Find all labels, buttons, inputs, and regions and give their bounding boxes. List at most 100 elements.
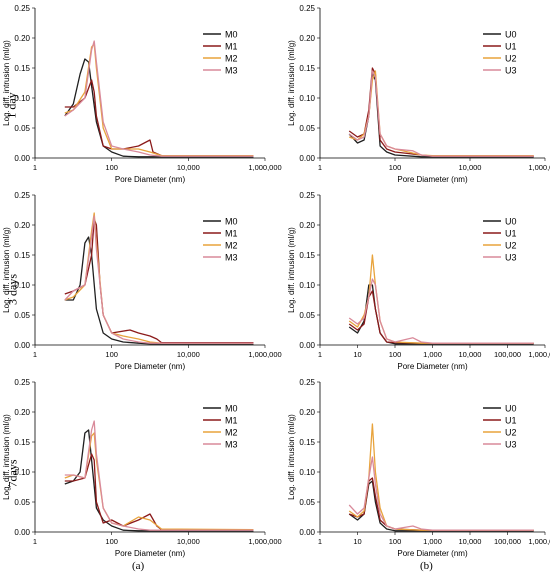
y-tick-label: 0.05: [299, 498, 315, 507]
series-line-M0: [64, 429, 254, 532]
chart-a-3days: 0.00 0.05 0.10 0.15 0.20 0.25 1 100 10,000 1,000,…: [2, 191, 282, 371]
x-tick-label: 10,000: [177, 163, 200, 172]
series-line-M1: [64, 453, 254, 531]
y-tick-label: 0.10: [299, 468, 315, 477]
legend-label-M2: M2: [225, 54, 238, 64]
y-tick-label: 0.15: [14, 64, 30, 73]
x-tick-label: 100,000: [494, 350, 521, 359]
series-line-U2: [348, 70, 534, 157]
legend-label-M0: M0: [225, 404, 238, 414]
x-tick-label: 100,000: [494, 537, 521, 546]
series-line-M3: [64, 420, 254, 531]
x-tick-label: 100: [389, 163, 402, 172]
legend-label-U2: U2: [505, 241, 517, 251]
x-tick-label: 100: [105, 163, 118, 172]
y-axis-label: Log. diff. intrusion (ml/g): [2, 40, 11, 126]
legend-label-U2: U2: [505, 428, 517, 438]
x-tick-label: 10: [353, 537, 361, 546]
x-tick-label: 100: [389, 537, 402, 546]
y-tick-label: 0.20: [299, 34, 315, 43]
y-tick-label: 0.05: [14, 124, 30, 133]
legend-label-M3: M3: [225, 66, 238, 76]
col-label-b: (b): [420, 560, 433, 572]
legend-label-M1: M1: [225, 42, 238, 52]
legend-label-M3: M3: [225, 440, 238, 450]
x-tick-label: 1: [33, 537, 37, 546]
chart-b-3days: 0.00 0.05 0.10 0.15 0.20 0.25 1 10 100 1,000 10,00…: [287, 191, 550, 371]
row-label-3days: 3 days: [5, 274, 20, 305]
x-axis-label: Pore Diameter (nm): [115, 175, 186, 184]
x-tick-label: 1: [318, 350, 322, 359]
series-line-M0: [64, 236, 254, 345]
x-axis-label: Pore Diameter (nm): [397, 175, 468, 184]
legend-label-U0: U0: [505, 30, 517, 40]
legend-label-U3: U3: [505, 253, 517, 263]
series-line-M0: [64, 58, 254, 158]
chart-b-7days: 0.00 0.05 0.10 0.15 0.20 0.25 1 10 100 1,000 10,00…: [287, 378, 550, 558]
legend-label-U1: U1: [505, 416, 517, 426]
legend-label-U3: U3: [505, 66, 517, 76]
legend-label-M1: M1: [225, 416, 238, 426]
x-tick-label: 1,000,000: [248, 350, 281, 359]
y-tick-label: 0.00: [299, 528, 315, 537]
x-tick-label: 1,000: [423, 537, 442, 546]
y-tick-label: 0.05: [14, 311, 30, 320]
y-tick-label: 0.20: [14, 34, 30, 43]
x-tick-label: 1: [33, 350, 37, 359]
y-tick-label: 0.25: [299, 4, 315, 13]
y-tick-label: 0.10: [299, 94, 315, 103]
legend-label-M1: M1: [225, 229, 238, 239]
y-tick-label: 0.25: [14, 191, 30, 200]
y-tick-label: 0.10: [14, 281, 30, 290]
x-tick-label: 10,000: [177, 537, 200, 546]
y-tick-label: 0.25: [299, 378, 315, 387]
series-line-M3: [64, 40, 254, 157]
x-tick-label: 1: [33, 163, 37, 172]
series-line-U2: [348, 423, 534, 531]
x-tick-label: 10,000: [459, 350, 482, 359]
series-line-M2: [64, 43, 254, 157]
legend-label-M2: M2: [225, 241, 238, 251]
x-tick-label: 1,000,000: [248, 163, 281, 172]
series-line-U3: [348, 456, 534, 531]
col-label-a: (a): [132, 560, 145, 572]
y-tick-label: 0.25: [299, 191, 315, 200]
x-tick-label: 100: [105, 350, 118, 359]
y-tick-label: 0.20: [299, 408, 315, 417]
y-tick-label: 0.15: [14, 251, 30, 260]
y-tick-label: 0.05: [299, 311, 315, 320]
series-line-U3: [348, 278, 534, 344]
y-tick-label: 0.05: [299, 124, 315, 133]
legend-label-U2: U2: [505, 54, 517, 64]
x-axis-label: Pore Diameter (nm): [115, 362, 186, 371]
legend-label-M3: M3: [225, 253, 238, 263]
y-tick-label: 0.20: [14, 221, 30, 230]
x-tick-label: 1,000,000: [528, 163, 550, 172]
legend-label-U1: U1: [505, 42, 517, 52]
x-tick-label: 1,000: [423, 350, 442, 359]
y-axis-label: Log. diff. intrusion (ml/g): [287, 414, 296, 500]
x-tick-label: 10,000: [459, 537, 482, 546]
x-tick-label: 1,000,000: [248, 537, 281, 546]
x-tick-label: 1,000,000: [528, 537, 550, 546]
x-tick-label: 10: [353, 350, 361, 359]
y-tick-label: 0.00: [14, 341, 30, 350]
y-tick-label: 0.15: [299, 251, 315, 260]
y-tick-label: 0.05: [14, 498, 30, 507]
y-tick-label: 0.10: [14, 468, 30, 477]
chart-a-7days: 0.00 0.05 0.10 0.15 0.20 0.25 1 100 10,000 1,000,…: [2, 378, 282, 558]
y-tick-label: 0.00: [14, 528, 30, 537]
x-axis-label: Pore Diameter (nm): [115, 549, 186, 558]
chart-a-1day: 0.00 0.05 0.10 0.15 0.20 0.25 1 100 10,000 1,000,…: [2, 4, 282, 184]
series-line-M1: [64, 79, 254, 157]
y-tick-label: 0.15: [299, 64, 315, 73]
y-tick-label: 0.25: [14, 378, 30, 387]
legend-label-U0: U0: [505, 217, 517, 227]
legend-label-M2: M2: [225, 428, 238, 438]
x-axis-label: Pore Diameter (nm): [397, 549, 468, 558]
row-label-7days: 7days: [5, 459, 20, 488]
y-tick-label: 0.20: [14, 408, 30, 417]
chart-b-1day: 0.00 0.05 0.10 0.15 0.20 0.25 1 100 10,000 1,000,…: [287, 4, 550, 184]
x-tick-label: 10,000: [177, 350, 200, 359]
